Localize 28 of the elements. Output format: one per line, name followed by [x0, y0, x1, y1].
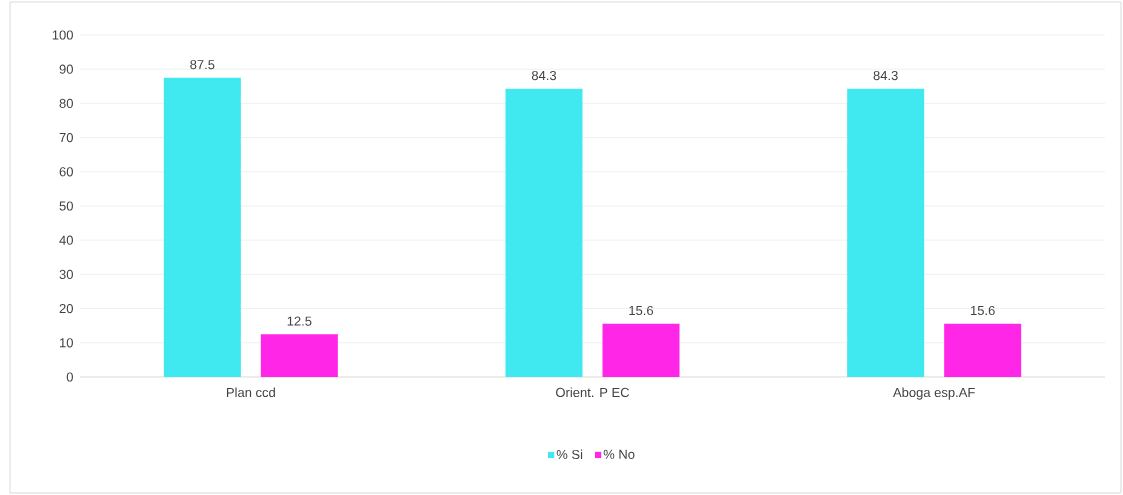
- data-label: 12.5: [287, 316, 312, 326]
- legend-label: % Si: [556, 449, 583, 460]
- y-tick-label: 80: [59, 98, 73, 108]
- x-tick-label: Aboga esp.AF: [893, 387, 975, 400]
- data-label: 84.3: [873, 70, 898, 81]
- y-tick-label: 10: [60, 338, 73, 348]
- x-tick-label: Plan ccd: [226, 387, 275, 398]
- y-tick-label: 70: [59, 132, 73, 143]
- data-label: 15.6: [629, 305, 654, 316]
- y-tick-label: 50: [59, 201, 73, 211]
- data-label: 84.3: [531, 70, 557, 81]
- bar: [944, 323, 1022, 377]
- y-tick-label: 20: [59, 303, 73, 314]
- data-label: 87.5: [190, 60, 215, 70]
- x-tick-label: Orient. P EC: [556, 387, 630, 398]
- y-tick-label: 40: [59, 235, 73, 245]
- bar: [163, 77, 241, 377]
- y-tick-label: 30: [59, 269, 73, 279]
- legend-label: % No: [603, 449, 635, 459]
- y-tick-label: 60: [59, 167, 73, 177]
- bar: [505, 88, 583, 377]
- y-tick-label: 90: [59, 64, 73, 74]
- bar: [602, 323, 680, 377]
- y-tick-label: 0: [66, 372, 73, 382]
- y-tick-label: 100: [52, 30, 73, 40]
- bar: [260, 334, 338, 377]
- bar: [847, 88, 925, 377]
- data-label: 15.6: [971, 305, 995, 316]
